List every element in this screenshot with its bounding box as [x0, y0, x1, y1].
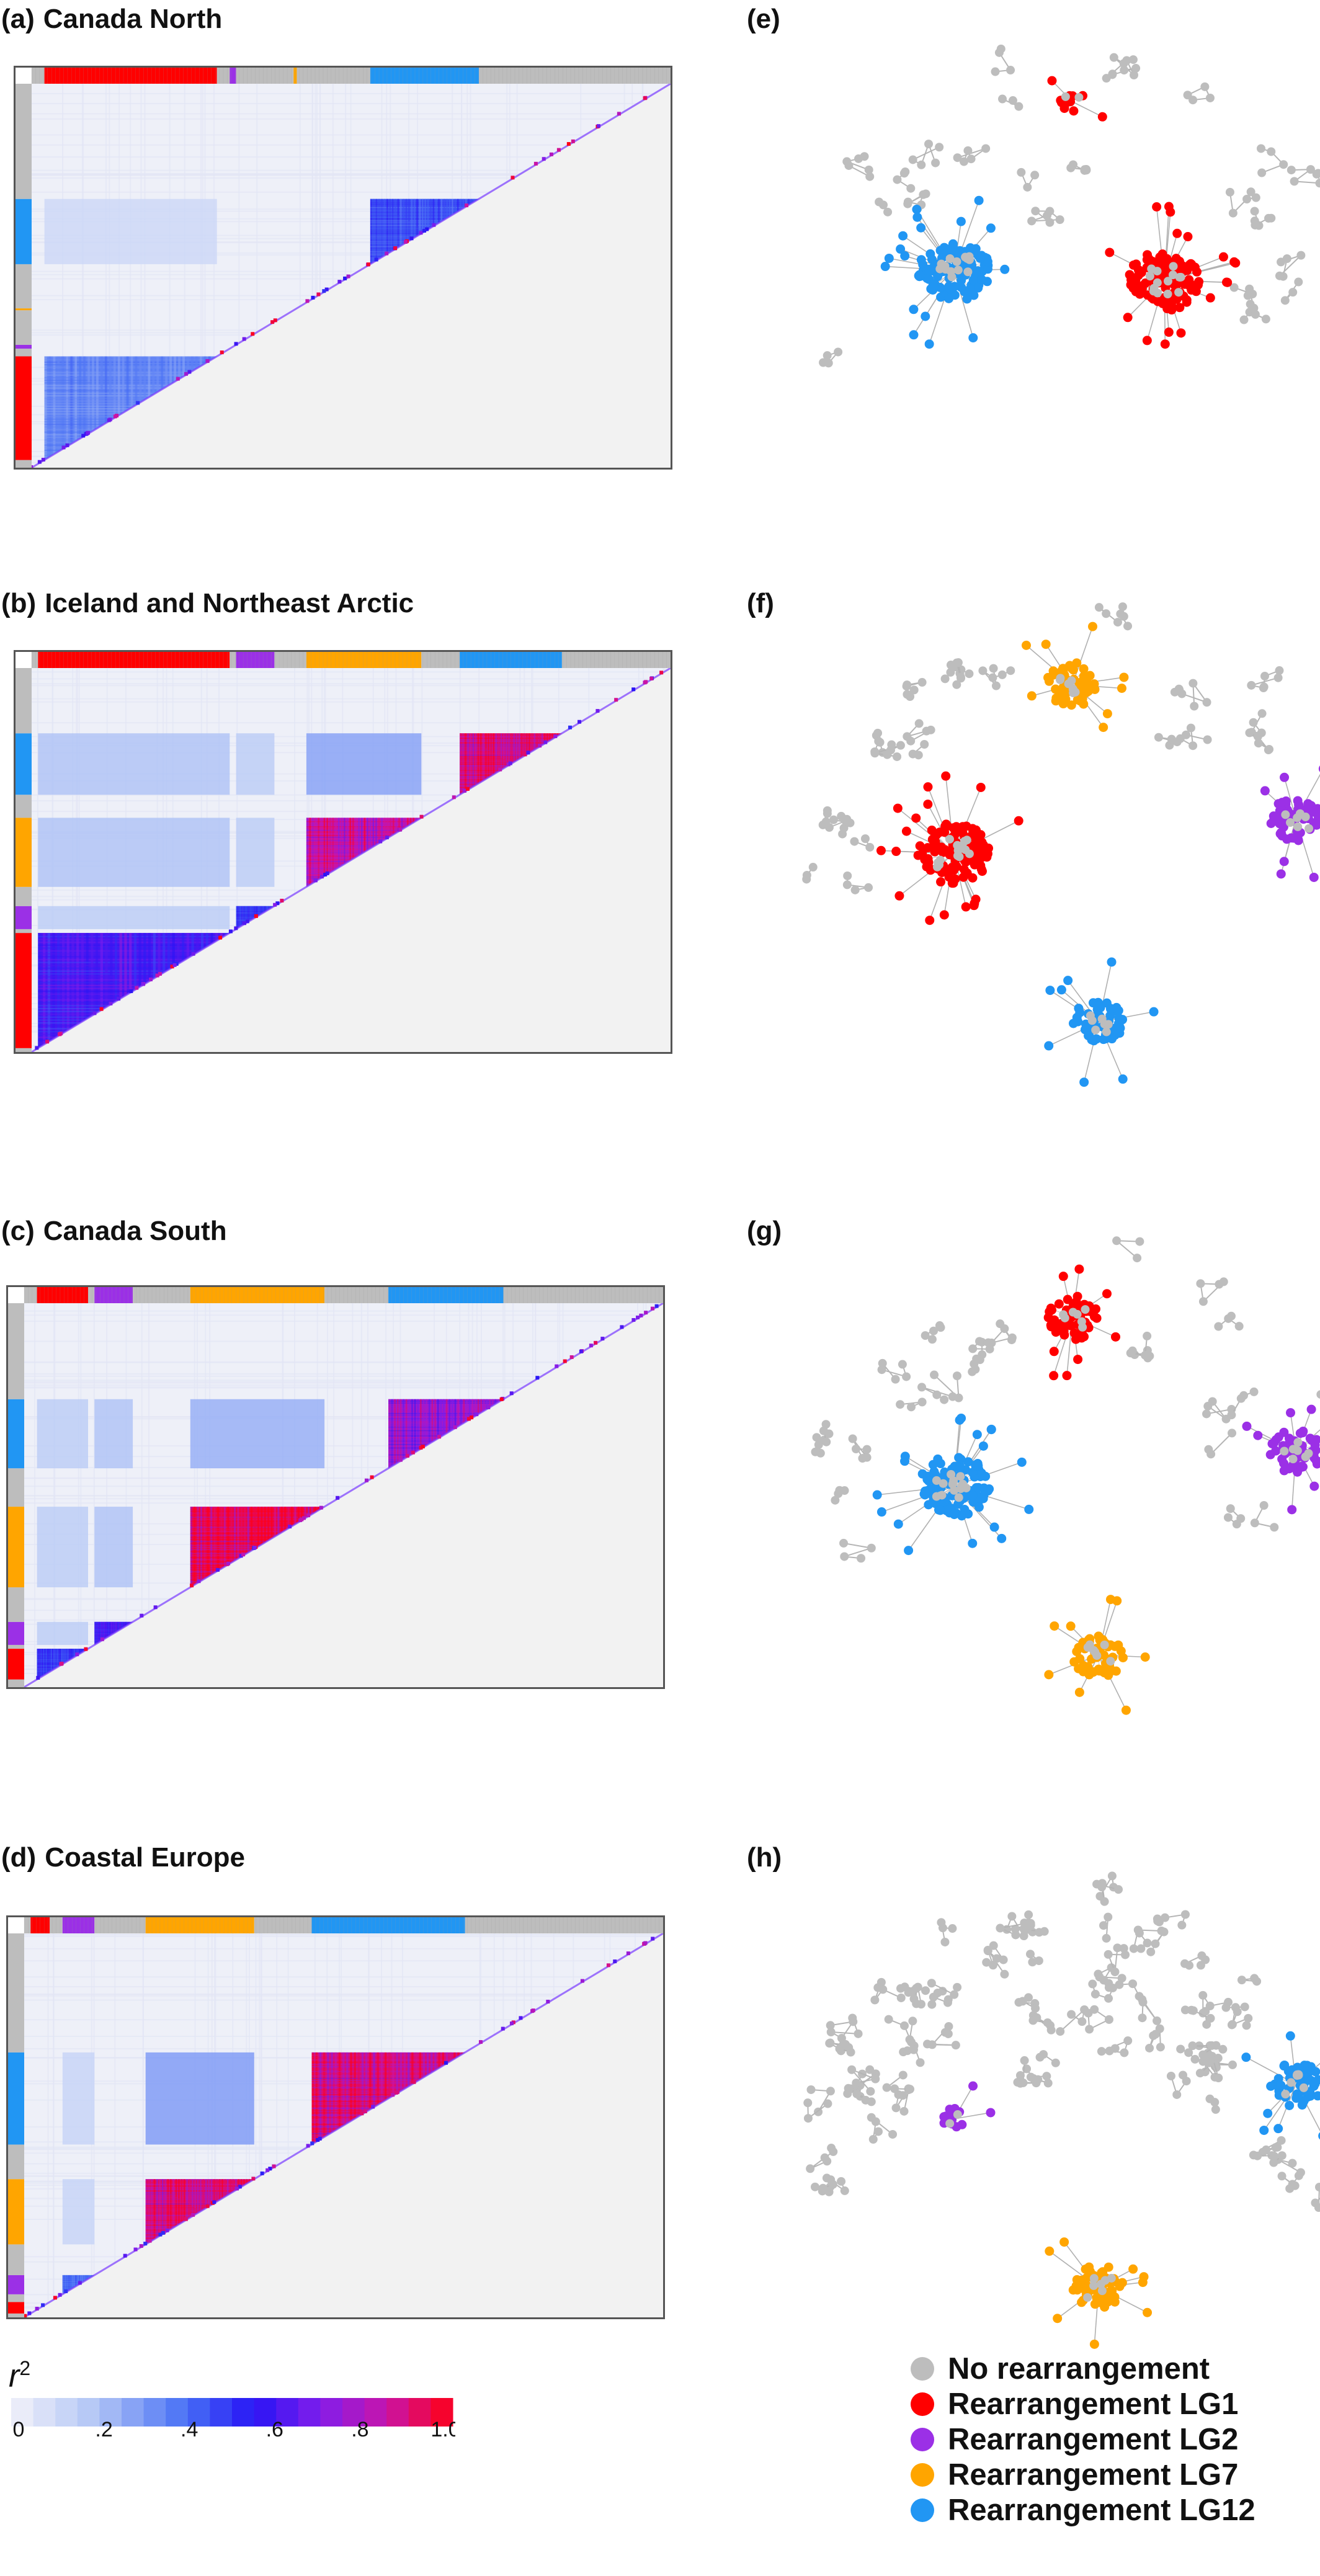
legend: No rearrangement Rearrangement LG1 Rearr… [911, 2351, 1255, 2528]
panel-c-title: (c) Canada South [1, 1216, 227, 1247]
panel-letter: (d) [1, 1842, 37, 1873]
legend-dot [911, 2392, 934, 2416]
ld-heatmap-canada-north [14, 66, 672, 470]
panel-letter: (b) [1, 588, 37, 618]
colorbar-tick-0: 0 [13, 2418, 25, 2438]
network-panel-g [757, 1228, 1320, 1724]
panel-letter: (c) [1, 1216, 35, 1246]
panel-h-letter: (h) [747, 1842, 782, 1873]
legend-item-lg1: Rearrangement LG1 [911, 2386, 1255, 2422]
panel-d-title: (d) Coastal Europe [1, 1842, 245, 1873]
colorbar-tick-3: .6 [266, 2418, 283, 2438]
panel-b-title: (b) Iceland and Northeast Arctic [1, 588, 414, 619]
colorbar-tick-2: .4 [181, 2418, 198, 2438]
colorbar-label-sup: 2 [19, 2357, 31, 2379]
network-panel-h [757, 1861, 1320, 2357]
panel-g-letter: (g) [747, 1216, 782, 1246]
colorbar-gradient: 0 .2 .4 .6 .8 1.0 [11, 2398, 455, 2438]
colorbar-label-r: r [9, 2358, 20, 2394]
ld-heatmap-iceland-northeast-arctic [14, 650, 672, 1054]
panel-e-letter: (e) [747, 4, 780, 34]
legend-item-lg2: Rearrangement LG2 [911, 2422, 1255, 2457]
legend-label: Rearrangement LG7 [948, 2458, 1239, 2492]
legend-label: Rearrangement LG1 [948, 2387, 1239, 2421]
network-panel-e [757, 12, 1320, 509]
legend-item-lg12: Rearrangement LG12 [911, 2492, 1255, 2528]
ld-heatmap-coastal-europe [6, 1915, 665, 2319]
colorbar-label: r2 [9, 2357, 30, 2394]
colorbar-tick-5: 1.0 [430, 2418, 455, 2438]
r2-colorbar: r2 0 .2 .4 .6 .8 1.0 [9, 2357, 455, 2438]
panel-title-text: Canada South [43, 1216, 227, 1246]
legend-dot [911, 2462, 934, 2487]
panel-title-text: Canada North [43, 4, 223, 34]
panel-f-letter: (f) [747, 588, 774, 618]
colorbar-tick-4: .8 [351, 2418, 368, 2438]
legend-dot [911, 2356, 934, 2381]
panel-title-text: Iceland and Northeast Arctic [45, 588, 414, 618]
ld-heatmap-canada-south [6, 1285, 665, 1689]
panel-title-text: Coastal Europe [45, 1842, 245, 1873]
colorbar-tick-1: .2 [95, 2418, 112, 2438]
network-panel-f [757, 595, 1320, 1092]
legend-dot [911, 2427, 934, 2451]
panel-a-title: (a) Canada North [1, 4, 222, 35]
panel-letter: (a) [1, 4, 35, 34]
legend-label: Rearrangement LG2 [948, 2422, 1239, 2456]
legend-dot [911, 2498, 934, 2522]
legend-label: No rearrangement [948, 2351, 1210, 2386]
legend-item-none: No rearrangement [911, 2351, 1255, 2386]
legend-label: Rearrangement LG12 [948, 2493, 1255, 2527]
legend-item-lg7: Rearrangement LG7 [911, 2457, 1255, 2492]
